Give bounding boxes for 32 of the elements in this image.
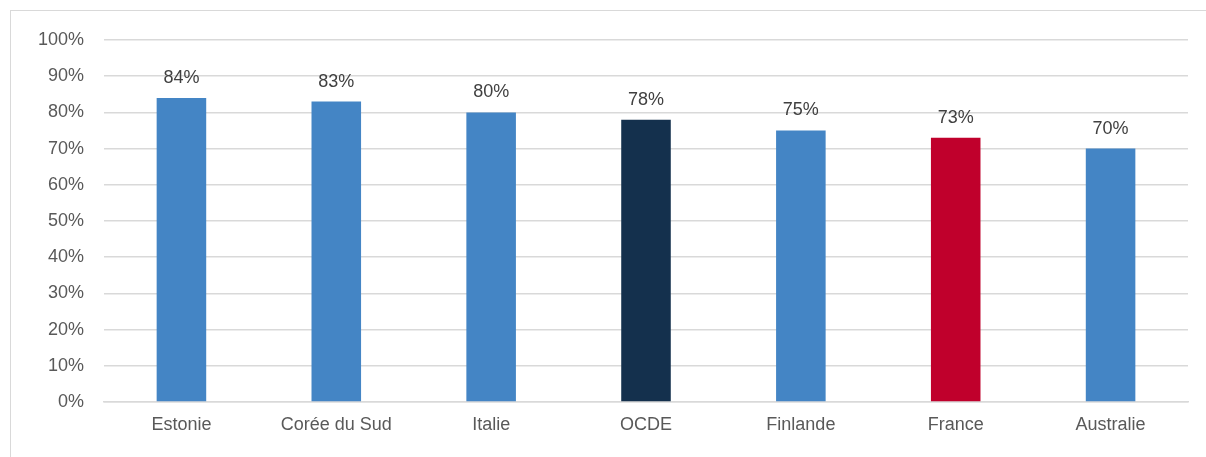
- y-tick-label: 0%: [57, 390, 84, 411]
- y-tick-label: 70%: [47, 137, 84, 158]
- y-tick-label: 90%: [47, 65, 84, 86]
- bar: [776, 130, 826, 402]
- bar: [1085, 148, 1136, 402]
- y-tick-label: 80%: [47, 101, 84, 122]
- data-label: 80%: [473, 81, 510, 102]
- x-tick-label: France: [927, 413, 984, 434]
- data-label: 84%: [163, 66, 200, 87]
- y-tick-label: 10%: [47, 354, 84, 375]
- y-tick-label: 40%: [47, 246, 84, 267]
- x-tick-label: Estonie: [151, 413, 212, 434]
- x-tick-label: Italie: [472, 413, 511, 434]
- data-label: 70%: [1092, 117, 1129, 138]
- x-tick-label: Australie: [1075, 413, 1146, 434]
- y-tick-label: 50%: [47, 209, 84, 230]
- data-label: 78%: [627, 88, 665, 109]
- data-label: 83%: [318, 70, 355, 91]
- y-tick-label: 60%: [47, 173, 84, 194]
- x-tick-label: OCDE: [619, 413, 673, 434]
- bar: [930, 137, 981, 402]
- y-tick-label: 20%: [47, 318, 84, 339]
- y-tick-label: 100%: [37, 28, 84, 49]
- bar: [466, 112, 516, 402]
- x-tick-label: Corée du Sud: [280, 413, 392, 434]
- bar: [311, 101, 362, 402]
- bar: [621, 119, 671, 402]
- x-tick-label: Finlande: [766, 413, 836, 434]
- y-tick-label: 30%: [47, 282, 84, 303]
- data-label: 73%: [937, 106, 974, 127]
- data-label: 75%: [782, 99, 819, 120]
- bar: [156, 97, 207, 402]
